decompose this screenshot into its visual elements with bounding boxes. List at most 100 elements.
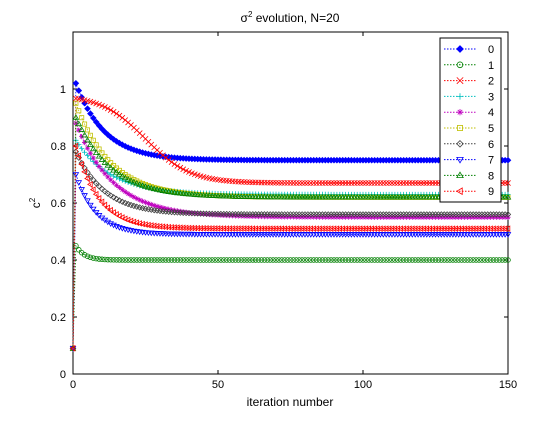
data-point (441, 257, 447, 263)
data-point (470, 257, 476, 263)
data-point (84, 136, 91, 143)
data-point (368, 225, 374, 232)
data-point (232, 213, 238, 219)
data-point (243, 225, 250, 232)
data-point (122, 257, 128, 263)
data-point (456, 109, 464, 116)
data-point (81, 168, 87, 176)
data-point (406, 211, 413, 218)
y-tick-label: 0.8 (51, 141, 66, 153)
data-point (412, 180, 419, 186)
data-point (258, 225, 264, 232)
data-point (203, 257, 210, 263)
data-point (313, 225, 319, 232)
data-point (119, 114, 126, 121)
data-point (281, 257, 288, 263)
data-point (418, 257, 424, 263)
data-point (261, 225, 267, 232)
data-point (362, 225, 369, 232)
data-point (461, 225, 467, 232)
data-point (333, 225, 340, 232)
data-point (186, 169, 192, 175)
data-point (496, 257, 503, 263)
data-point (102, 104, 108, 110)
data-point (452, 211, 459, 218)
data-point (432, 211, 439, 218)
data-point (316, 225, 322, 232)
legend-item: 6 (444, 139, 494, 151)
data-point (424, 257, 430, 263)
data-point (147, 222, 154, 229)
data-point (284, 257, 291, 263)
data-point (302, 257, 308, 263)
data-point (397, 211, 404, 218)
data-point (235, 213, 241, 219)
data-point (229, 213, 236, 219)
data-point (331, 257, 337, 263)
data-point (116, 176, 122, 182)
data-point (154, 203, 160, 209)
data-point (101, 201, 108, 209)
data-point (240, 225, 247, 232)
data-point (417, 225, 424, 232)
data-point (414, 225, 421, 232)
data-point (107, 164, 114, 171)
data-point (69, 345, 76, 352)
chart-title: σ2 evolution, N=20 (241, 10, 340, 25)
data-point (386, 257, 392, 263)
data-point (98, 198, 105, 206)
data-point (130, 178, 138, 185)
y-tick-label: 0.2 (51, 312, 66, 324)
data-point (339, 225, 345, 232)
data-point (148, 201, 154, 208)
data-point (456, 93, 464, 100)
data-point (499, 211, 506, 218)
data-point (87, 150, 93, 156)
data-point (194, 224, 200, 232)
data-point (180, 257, 186, 263)
data-point (446, 225, 453, 232)
data-point (125, 191, 131, 197)
data-point (356, 211, 364, 218)
data-point (420, 225, 427, 232)
data-point (461, 211, 468, 218)
data-point (90, 206, 97, 213)
data-point (145, 221, 151, 229)
data-point (101, 159, 109, 165)
legend-box (439, 37, 502, 203)
data-point (197, 224, 203, 232)
data-point (388, 211, 396, 218)
data-point (270, 257, 276, 263)
data-point (75, 180, 83, 186)
data-point (342, 257, 349, 263)
data-point (79, 134, 85, 140)
data-point (403, 225, 409, 232)
data-point (116, 197, 123, 204)
data-point (313, 257, 320, 263)
data-point (458, 211, 465, 218)
data-point (180, 166, 187, 173)
data-point (79, 146, 85, 152)
data-point (441, 211, 448, 218)
data-point (339, 257, 346, 263)
legend-item: 3 (444, 91, 494, 103)
data-point (362, 211, 370, 218)
data-point (157, 204, 163, 210)
data-point (457, 125, 463, 131)
data-point (218, 212, 224, 218)
data-point (348, 257, 355, 263)
data-point (456, 156, 464, 164)
data-point (421, 257, 427, 263)
data-point (87, 110, 94, 117)
data-point (357, 180, 363, 186)
data-point (99, 167, 105, 173)
data-point (168, 188, 175, 195)
data-point (182, 224, 189, 232)
data-point (73, 100, 79, 106)
data-point (310, 225, 316, 232)
data-point (354, 211, 361, 218)
data-point (96, 256, 102, 262)
data-point (472, 211, 480, 218)
data-point (411, 225, 418, 232)
